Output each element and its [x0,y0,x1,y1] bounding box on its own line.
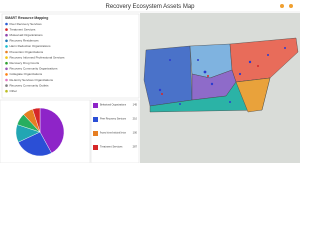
legend-swatch [5,61,8,65]
pie-chart [15,107,65,157]
list-value: 287 [133,145,138,149]
legend-label[interactable]: Re-Entry Services Organizations [10,78,54,82]
header-icon[interactable] [289,4,293,8]
legend-swatch [5,50,8,54]
legend-label[interactable]: Recovery Residences [10,39,40,43]
pie-slice[interactable] [18,131,52,157]
list-label[interactable]: Peer Recovery Services [100,117,127,121]
list-value: 100 [133,131,138,135]
list-panel [90,99,140,164]
list-label[interactable]: Behavioral Organizations [100,103,127,107]
legend-swatch [5,22,8,26]
legend-label[interactable]: Prevention Organizations [10,50,44,54]
legend-label[interactable]: Recovery Community Outlets [10,83,50,87]
legend-swatch [5,67,8,71]
list-value: 210 [133,117,138,121]
list-swatch [93,131,98,136]
map-points [158,47,286,105]
list-value: 145 [133,103,138,107]
header-icon[interactable] [280,4,284,8]
legend-swatch [5,78,8,82]
legend-label[interactable]: Mutual aid Organizations [10,33,44,37]
legend-label[interactable]: Other [10,89,18,93]
list-swatch [93,145,98,150]
pie-slice[interactable] [32,107,41,133]
header-title: Recovery Ecosystem Assets Map [105,4,195,10]
dashboard: Recovery Ecosystem Assets Map SMART Reso… [0,0,300,164]
legend-label[interactable]: Collegiate Organizations [10,72,43,76]
legend-swatch [5,39,8,43]
legend-label[interactable]: Recovery Drug Courts [10,61,40,65]
legend-swatch [5,33,8,37]
pie-slice[interactable] [39,107,65,154]
legend-label[interactable]: Recovery Informed Professional Services [10,55,66,59]
header-bar [0,0,300,12]
legend-swatch [5,56,8,59]
legend-swatch [5,84,8,87]
legend-title: SMART Resource Mapping [5,16,48,20]
legend-swatch [5,45,8,48]
list-swatch [93,103,98,108]
list-label[interactable]: Recovery Informed Institutional Services [100,131,126,135]
map-points-red [161,65,259,95]
legend-label[interactable]: Peer Recovery Services [10,22,43,26]
list-label[interactable]: Treatment Services [100,145,123,149]
legend-swatch [5,73,8,76]
legend-label[interactable]: Treatment Services [10,27,36,31]
list-swatch [93,117,98,122]
legend-swatch [5,28,8,31]
legend-label[interactable]: Harm Reduction Organizations [10,44,52,48]
legend-label[interactable]: Recovery Community Organizations [10,67,59,71]
legend-swatch [5,89,8,93]
category-list: Behavioral Organizations 145 Peer Recovery… [93,103,138,150]
legend-panel [1,13,140,99]
